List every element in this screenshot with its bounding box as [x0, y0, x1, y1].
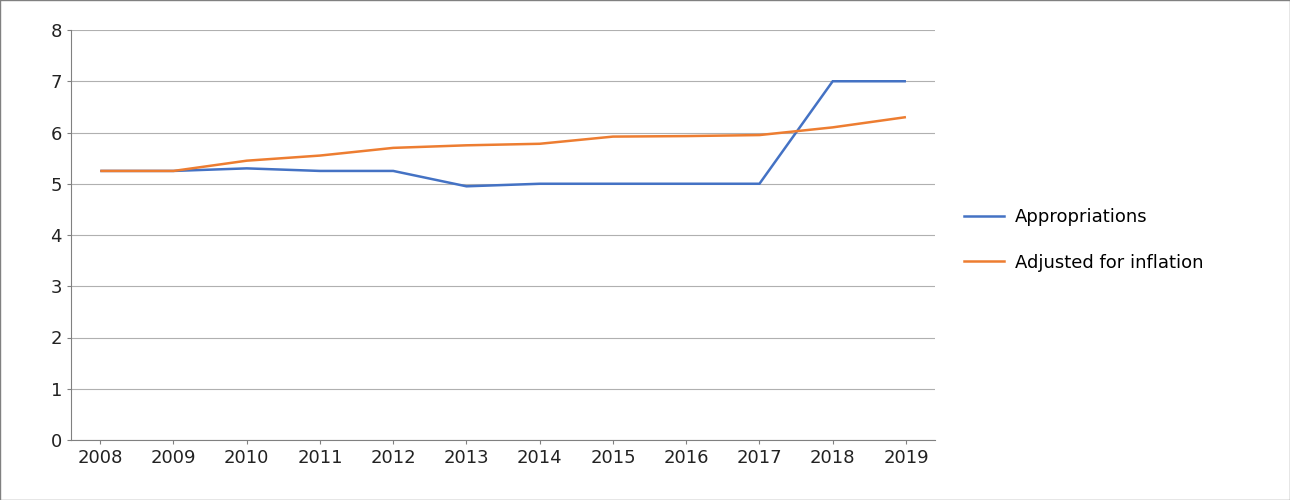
Appropriations: [165, 168, 181, 174]
Appropriations: [605, 180, 620, 186]
Adjusted for inflation: [898, 114, 913, 120]
Appropriations: [826, 78, 841, 84]
Line: Appropriations: Appropriations: [101, 81, 906, 186]
Legend: Appropriations, Adjusted for inflation: Appropriations, Adjusted for inflation: [957, 201, 1211, 279]
Adjusted for inflation: [752, 132, 768, 138]
Line: Adjusted for inflation: Adjusted for inflation: [101, 117, 906, 171]
Appropriations: [386, 168, 401, 174]
Adjusted for inflation: [386, 145, 401, 151]
Appropriations: [93, 168, 108, 174]
Appropriations: [752, 180, 768, 186]
Adjusted for inflation: [93, 168, 108, 174]
Adjusted for inflation: [239, 158, 254, 164]
Adjusted for inflation: [679, 133, 694, 139]
Adjusted for inflation: [605, 134, 620, 140]
Adjusted for inflation: [826, 124, 841, 130]
Adjusted for inflation: [165, 168, 181, 174]
Appropriations: [312, 168, 328, 174]
Appropriations: [459, 184, 475, 190]
Adjusted for inflation: [312, 152, 328, 158]
Appropriations: [679, 180, 694, 186]
Appropriations: [898, 78, 913, 84]
Adjusted for inflation: [531, 141, 547, 147]
Adjusted for inflation: [459, 142, 475, 148]
Appropriations: [239, 166, 254, 172]
Appropriations: [531, 180, 547, 186]
